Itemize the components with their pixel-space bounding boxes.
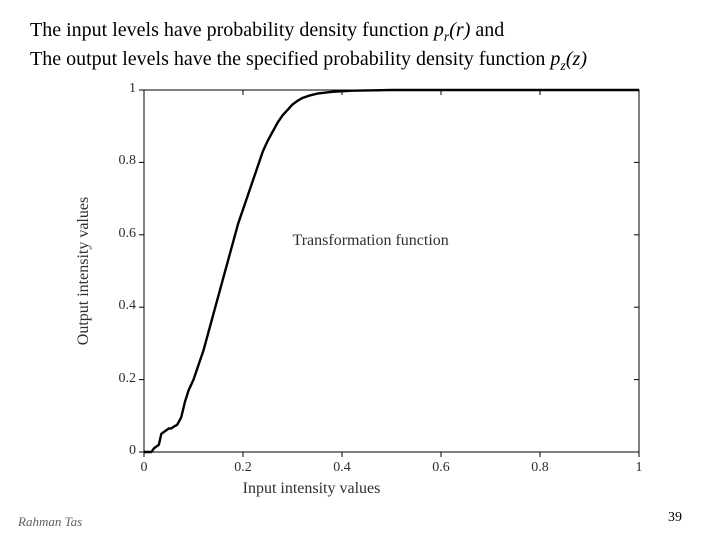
slide-header: The input levels have probability densit… (30, 18, 700, 75)
chart-svg (74, 82, 649, 502)
chart-container: 00.20.40.60.8100.20.40.60.81Output inten… (74, 82, 649, 502)
footer-page-number: 39 (668, 510, 682, 526)
header-line2-arg: (z) (566, 48, 587, 70)
slide-root: The input levels have probability densit… (0, 0, 720, 540)
footer-author: Rahman Tas (18, 514, 82, 530)
header-line1-post: and (470, 19, 504, 41)
header-line2-var: p (550, 48, 560, 70)
header-line1-var: p (434, 19, 444, 41)
header-line1-arg: (r) (449, 19, 470, 41)
header-line2-pre: The output levels have the specified pro… (30, 48, 550, 70)
plot-box (144, 90, 639, 452)
header-line1-pre: The input levels have probability densit… (30, 19, 434, 41)
